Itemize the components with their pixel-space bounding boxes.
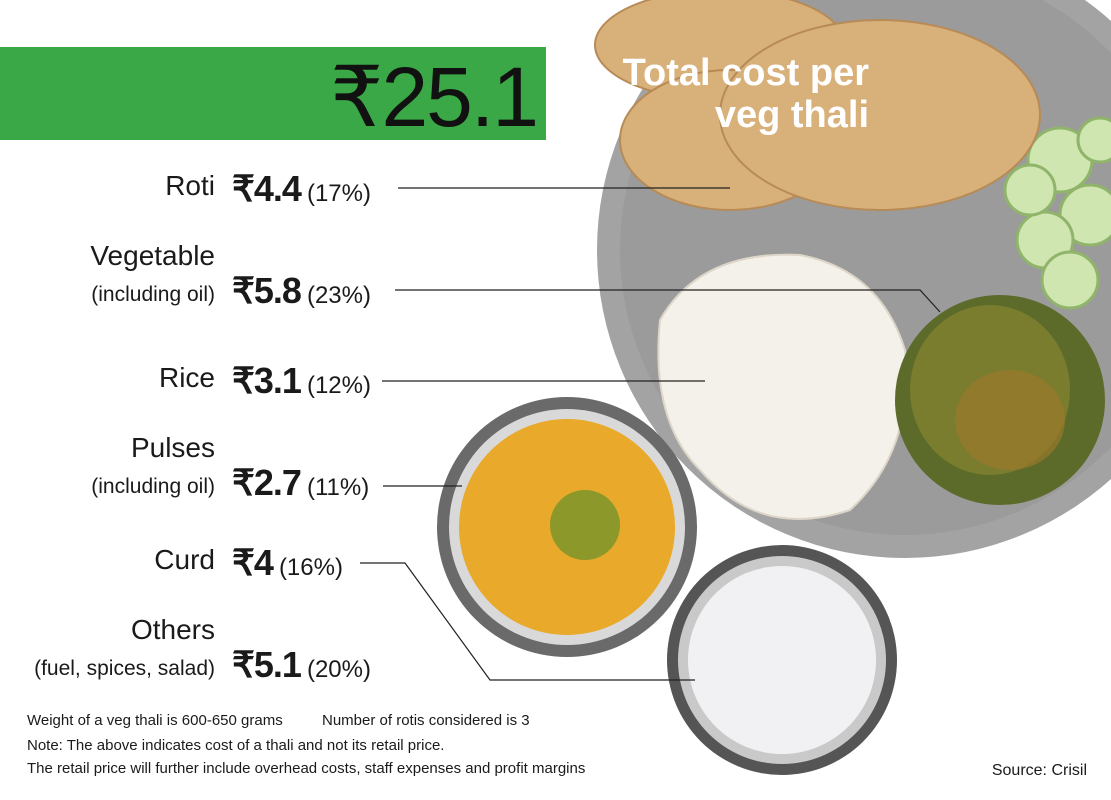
item-cost: ₹2.7 (11%) <box>232 462 369 504</box>
roti <box>594 0 1041 211</box>
item-label: Pulses <box>130 432 215 463</box>
item-share: (12%) <box>306 372 371 399</box>
source: Source: Crisil <box>991 762 1087 779</box>
title-banner <box>0 47 546 140</box>
item-cost: ₹5.1 (20%) <box>232 644 371 686</box>
item-label: Others <box>130 614 215 645</box>
item-cost: ₹4 (16%) <box>232 542 343 584</box>
curd-bowl <box>667 545 897 775</box>
salad <box>1003 116 1111 310</box>
item-cost-value: ₹2.7 <box>232 462 302 503</box>
connectors <box>360 187 941 681</box>
footnote: The retail price will further include ov… <box>27 760 586 777</box>
item-label: Curd <box>154 544 215 575</box>
item-cost: ₹5.8 (23%) <box>232 270 371 312</box>
item-cost-value: ₹4 <box>232 542 274 583</box>
total-cost: ₹25.1 <box>330 50 539 144</box>
item-cost-value: ₹3.1 <box>232 360 302 401</box>
footnote: Note: The above indicates cost of a thal… <box>27 737 445 754</box>
title: Total cost per <box>622 52 869 94</box>
item-label: Rice <box>158 362 215 393</box>
item-cost-value: ₹4.4 <box>232 168 302 209</box>
item-share: (17%) <box>306 180 371 207</box>
item-share: (23%) <box>306 282 371 309</box>
item-note: (including oil) <box>91 475 215 498</box>
item-cost-value: ₹5.8 <box>232 270 302 311</box>
item-share: (16%) <box>278 554 343 581</box>
footnote: Weight of a veg thali is 600-650 grams <box>27 712 283 729</box>
footnote: Number of rotis considered is 3 <box>322 712 530 729</box>
title: veg thali <box>714 94 869 136</box>
item-cost: ₹3.1 (12%) <box>232 360 371 402</box>
item-cost: ₹4.4 (17%) <box>232 168 371 210</box>
item-share: (20%) <box>306 656 371 683</box>
item-label: Roti <box>165 170 215 201</box>
dal-bowl <box>437 397 697 657</box>
vegetable <box>895 295 1105 505</box>
item-note: (including oil) <box>91 283 215 306</box>
item-note: (fuel, spices, salad) <box>34 657 215 680</box>
item-cost-value: ₹5.1 <box>232 644 302 685</box>
item-share: (11%) <box>306 474 370 501</box>
item-label: Vegetable <box>90 240 215 271</box>
rice <box>657 253 908 520</box>
